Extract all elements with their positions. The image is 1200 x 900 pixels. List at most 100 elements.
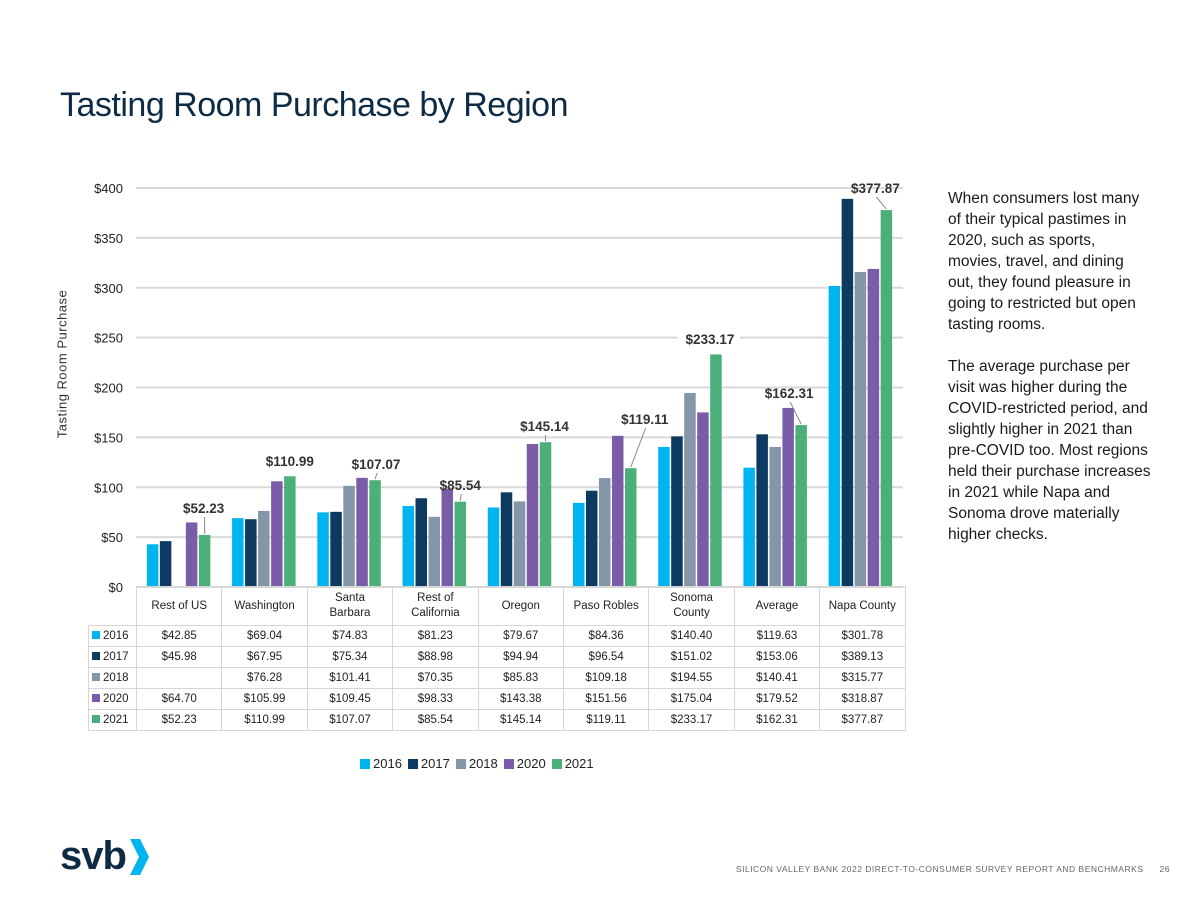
bar-2016 bbox=[658, 446, 670, 587]
bar-2016 bbox=[146, 544, 159, 587]
y-tick-label: $50 bbox=[101, 530, 123, 545]
value-annotation: $52.23 bbox=[183, 501, 225, 516]
table-cell: $85.54 bbox=[392, 709, 479, 731]
table-cell: $109.45 bbox=[306, 688, 394, 710]
bar-2018 bbox=[343, 485, 355, 587]
leader-line bbox=[374, 472, 378, 480]
table-cell: $84.36 bbox=[562, 625, 650, 647]
series-label: 2021 bbox=[88, 709, 137, 731]
table-cell: $76.28 bbox=[221, 667, 308, 689]
bar-2021 bbox=[454, 501, 467, 587]
footer: SILICON VALLEY BANK 2022 DIRECT-TO-CONSU… bbox=[736, 864, 1170, 874]
y-tick-label: $200 bbox=[94, 381, 123, 396]
category-label: Paso Robles bbox=[562, 586, 650, 626]
data-table: Rest of US Washington Santa Barbara Rest of C… bbox=[88, 586, 906, 731]
bar-2016 bbox=[572, 502, 585, 587]
table-cell: $75.34 bbox=[306, 646, 394, 668]
legend-swatch bbox=[503, 758, 514, 769]
legend-item: 2018 bbox=[455, 756, 498, 771]
legend-item: 2016 bbox=[360, 756, 402, 771]
bar-2021 bbox=[880, 210, 893, 587]
y-tick-label: $400 bbox=[94, 181, 123, 196]
table-cell: $315.77 bbox=[819, 667, 906, 689]
y-tick-label: $250 bbox=[94, 331, 123, 346]
legend-swatch bbox=[455, 758, 466, 769]
table-cell: $389.13 bbox=[819, 646, 906, 668]
bar-2020 bbox=[185, 522, 198, 587]
bar-2017 bbox=[585, 490, 598, 587]
legend-swatch bbox=[360, 758, 370, 769]
annotation-background bbox=[677, 332, 740, 349]
table-row: 2016 $42.85 $69.04 $74.83 $81.23 $79.67 $84.36… bbox=[88, 625, 906, 647]
table-cell: $153.06 bbox=[733, 646, 821, 668]
table-cell: $64.70 bbox=[135, 688, 223, 710]
leader-line bbox=[876, 196, 887, 210]
bar-2020 bbox=[441, 488, 454, 587]
commentary-paragraph-1: When consumers lost many of their typica… bbox=[948, 190, 1140, 333]
bar-2021 bbox=[284, 476, 296, 587]
table-cell: $96.54 bbox=[562, 646, 650, 668]
table-cell: $151.02 bbox=[648, 646, 735, 668]
legend-label: 2021 bbox=[564, 756, 594, 771]
bar-2020 bbox=[271, 481, 283, 587]
value-annotation: $85.54 bbox=[440, 478, 482, 493]
legend-swatch bbox=[92, 715, 100, 723]
table-cell: $94.94 bbox=[477, 646, 564, 668]
table-cell: $318.87 bbox=[819, 688, 906, 710]
legend-swatch bbox=[92, 652, 100, 660]
table-cell: $105.99 bbox=[221, 688, 308, 710]
table-cell: $162.31 bbox=[733, 709, 821, 731]
series-label: 2017 bbox=[88, 646, 137, 668]
commentary-paragraph-2: The average purchase per visit was highe… bbox=[948, 358, 1151, 543]
category-label: Rest of US bbox=[135, 586, 223, 626]
table-cell: $45.98 bbox=[135, 646, 223, 668]
series-label: 2018 bbox=[88, 667, 137, 689]
table-row: 2017 $45.98 $67.95 $75.34 $88.98 $94.94 $96.54… bbox=[88, 646, 906, 668]
bar-2018 bbox=[684, 392, 696, 587]
legend-swatch bbox=[551, 758, 562, 769]
table-cell: $377.87 bbox=[819, 709, 906, 731]
bar-2020 bbox=[611, 435, 624, 587]
y-tick-label: $300 bbox=[94, 281, 123, 296]
value-annotation: $162.31 bbox=[765, 386, 814, 401]
legend-swatch bbox=[92, 694, 100, 702]
category-label: Oregon bbox=[477, 586, 564, 626]
category-label: Rest of California bbox=[392, 586, 479, 626]
table-cell: $109.18 bbox=[562, 667, 650, 689]
series-label: 2020 bbox=[88, 688, 137, 710]
table-cell: $110.99 bbox=[221, 709, 308, 731]
svb-logo: svb bbox=[60, 834, 150, 879]
bar-2018 bbox=[598, 478, 611, 587]
category-label: Sonoma County bbox=[648, 586, 735, 626]
table-cell: $145.14 bbox=[477, 709, 564, 731]
table-cell bbox=[135, 667, 223, 689]
table-cell: $88.98 bbox=[392, 646, 479, 668]
chart-legend: 2016 2017 2018 2020 2021 bbox=[360, 756, 600, 771]
bar-2017 bbox=[245, 519, 257, 587]
table-cell: $98.33 bbox=[392, 688, 479, 710]
table-cell: $42.85 bbox=[135, 625, 223, 647]
bar-2018 bbox=[854, 272, 867, 587]
bar-2021 bbox=[624, 468, 637, 587]
table-cell: $67.95 bbox=[221, 646, 308, 668]
table-cell: $81.23 bbox=[392, 625, 479, 647]
value-annotation: $107.07 bbox=[352, 457, 401, 472]
bar-2016 bbox=[402, 505, 415, 587]
table-row: 2018 $76.28 $101.41 $70.35 $85.83 $109.18 $194… bbox=[88, 667, 906, 689]
bar-2018 bbox=[428, 516, 441, 587]
bars bbox=[146, 198, 893, 587]
bar-2016 bbox=[317, 512, 329, 587]
table-cell: $140.40 bbox=[648, 625, 735, 647]
category-label: Average bbox=[733, 586, 821, 626]
table-cell: $69.04 bbox=[221, 625, 308, 647]
table-cell: $151.56 bbox=[562, 688, 650, 710]
table-cell: $119.63 bbox=[733, 625, 821, 647]
value-annotation: $110.99 bbox=[266, 454, 314, 469]
legend-item: 2021 bbox=[551, 756, 594, 771]
legend-label: 2016 bbox=[373, 756, 402, 771]
table-cell: $175.04 bbox=[648, 688, 735, 710]
y-tick-label: $350 bbox=[94, 231, 123, 246]
category-label: Washington bbox=[221, 586, 308, 626]
bar-2017 bbox=[500, 492, 513, 587]
